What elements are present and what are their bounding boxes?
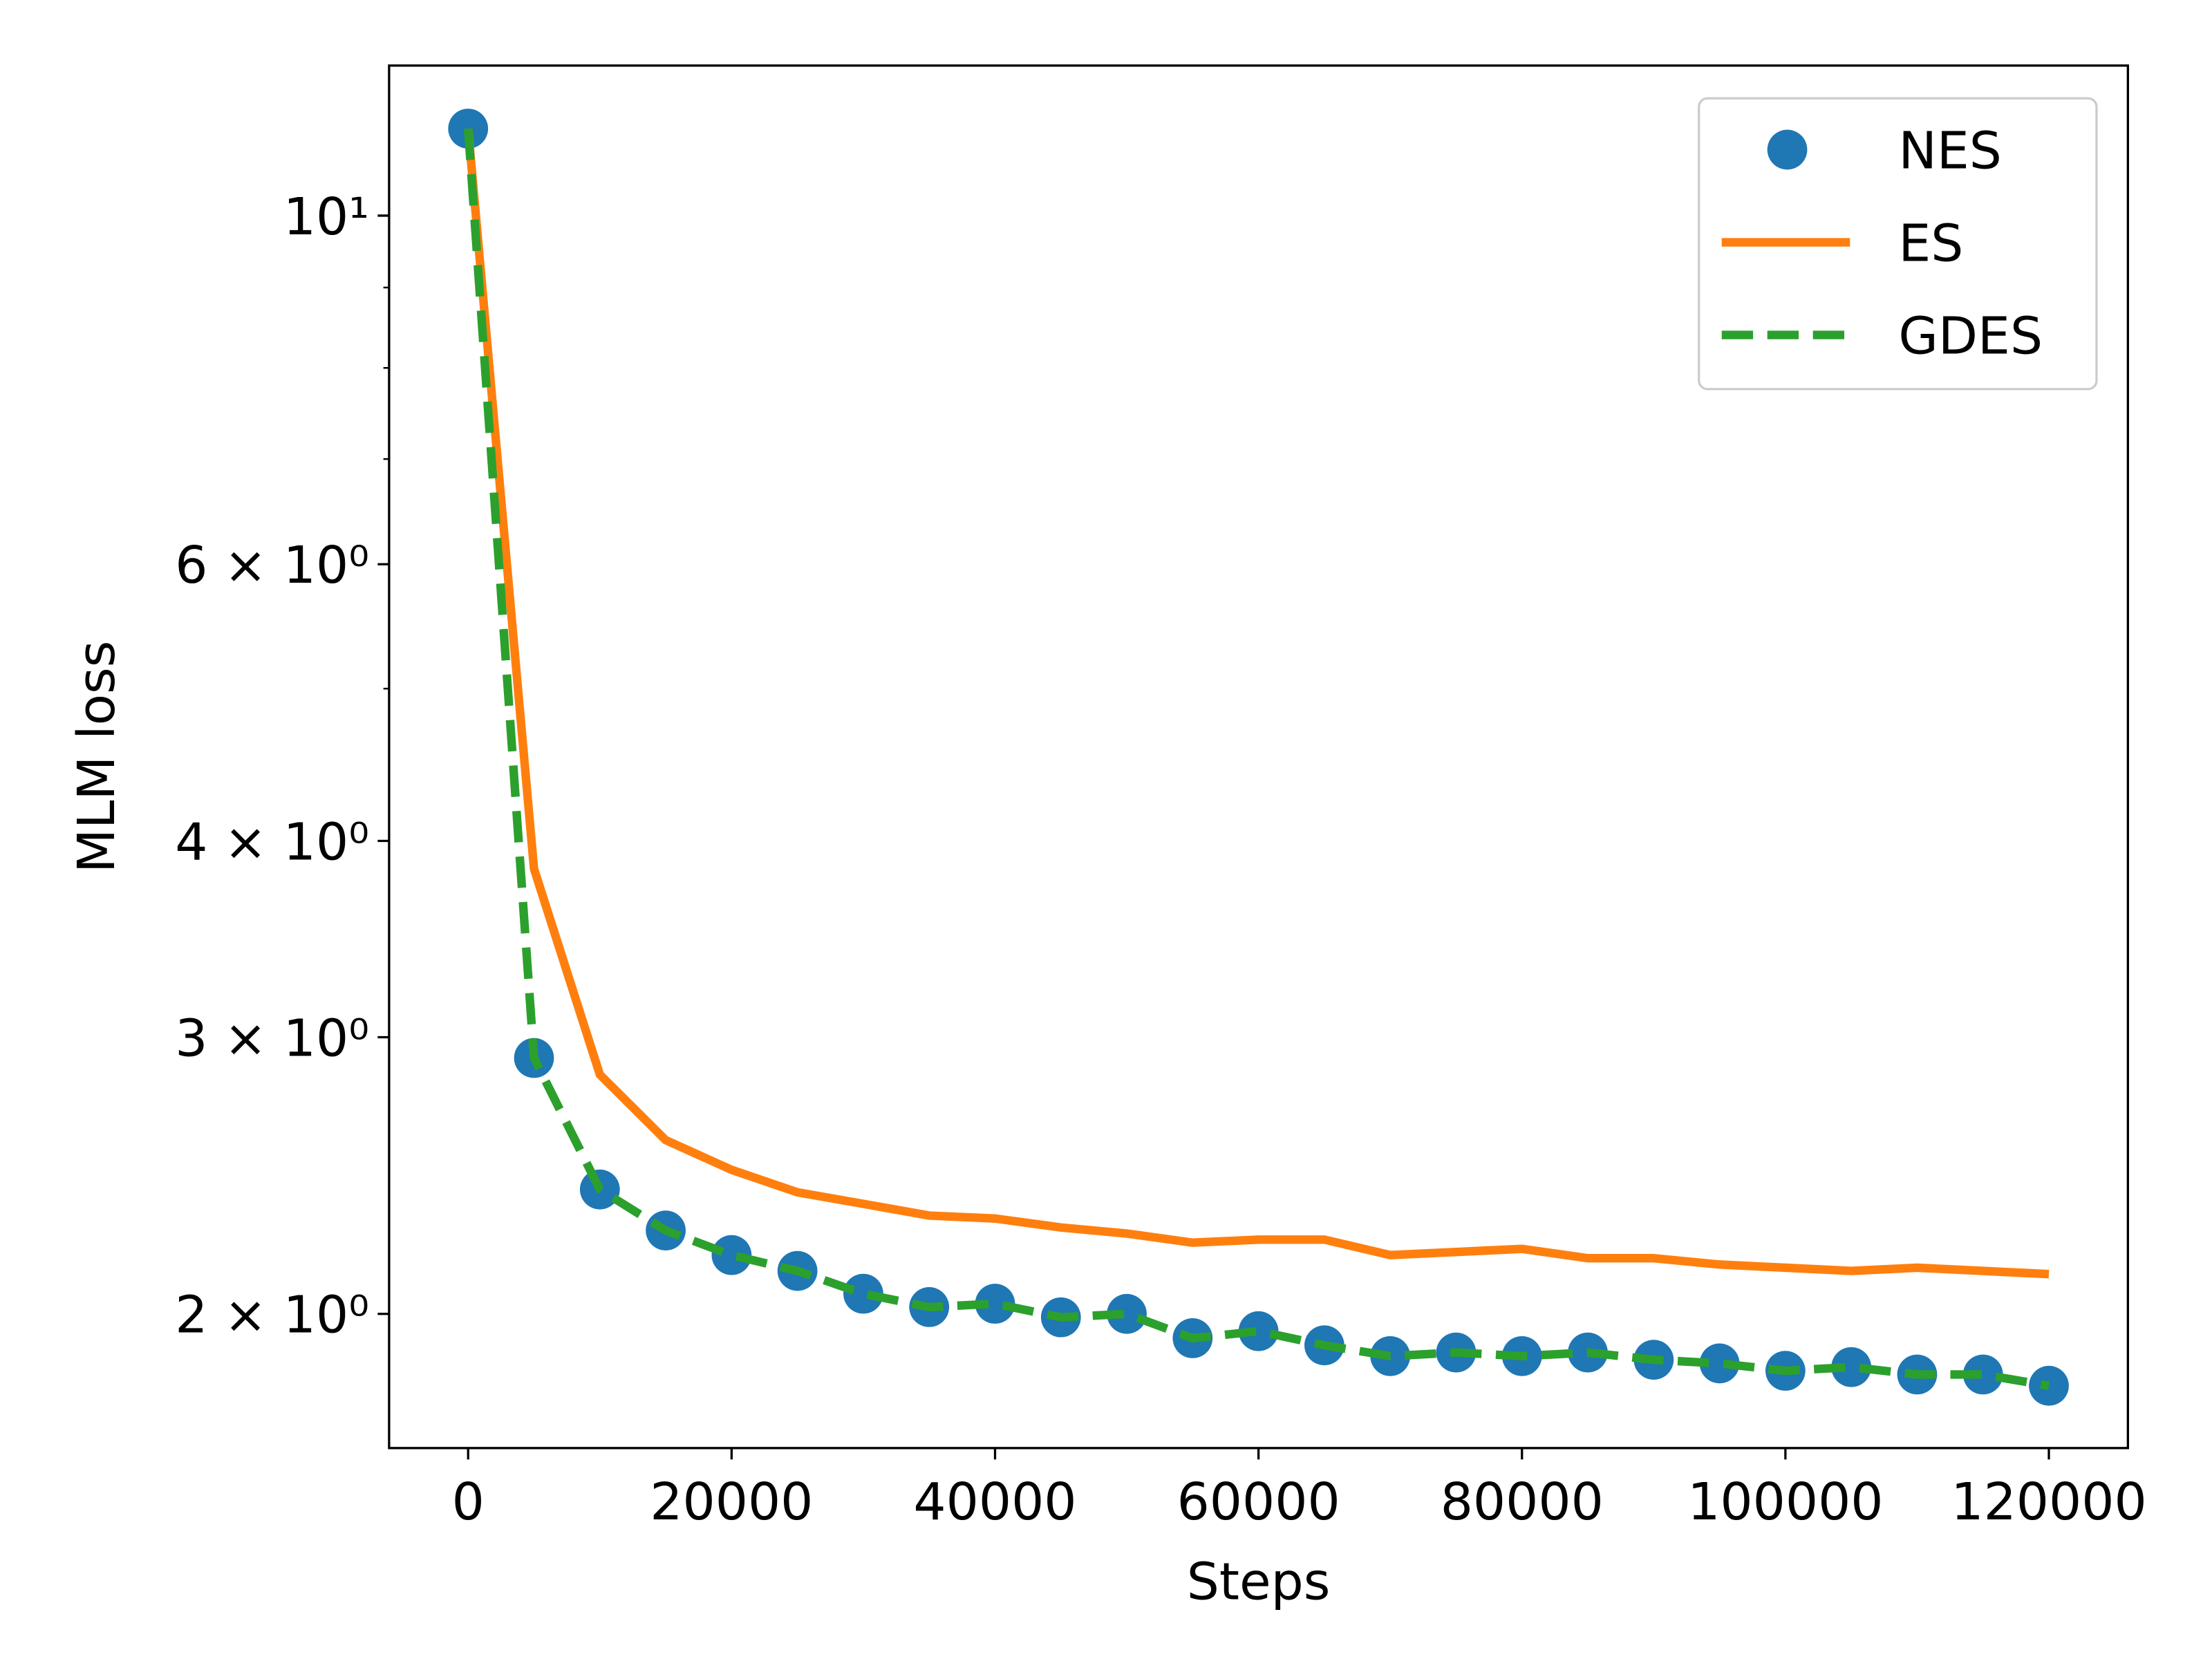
y-axis-label: MLM loss: [66, 641, 126, 873]
legend-box: [1698, 97, 2098, 391]
legend-label: NES: [1898, 120, 2002, 180]
x-tick-label: 40000: [913, 1472, 1076, 1532]
line: [464, 128, 2050, 1390]
x-tick-label: 60000: [1177, 1472, 1340, 1532]
x-tick-label: 120000: [1951, 1472, 2146, 1532]
legend-marker: [1767, 129, 1808, 170]
point: [1962, 1354, 2003, 1395]
x-tick-label: 100000: [1687, 1472, 1883, 1532]
y-tick-label: 2 × 10⁰: [175, 1285, 369, 1345]
legend-label: GDES: [1898, 306, 2043, 366]
point: [1699, 1343, 1740, 1384]
y-tick-label: 10¹: [283, 187, 369, 247]
x-tick-label: 0: [452, 1472, 485, 1532]
point: [711, 1235, 752, 1275]
y-tick-label: 6 × 10⁰: [175, 535, 369, 595]
x-tick-label: 20000: [650, 1472, 813, 1532]
point: [1238, 1311, 1279, 1351]
point: [843, 1273, 883, 1314]
y-tick-label: 4 × 10⁰: [175, 812, 369, 872]
y-tick-label: 3 × 10⁰: [175, 1008, 369, 1068]
legend-label: ES: [1898, 213, 1963, 273]
point: [1107, 1293, 1147, 1334]
point: [975, 1284, 1015, 1324]
point: [1831, 1347, 1872, 1387]
line: [464, 128, 2050, 1279]
x-axis-label: Steps: [1187, 1551, 1331, 1611]
x-tick-label: 80000: [1441, 1472, 1604, 1532]
